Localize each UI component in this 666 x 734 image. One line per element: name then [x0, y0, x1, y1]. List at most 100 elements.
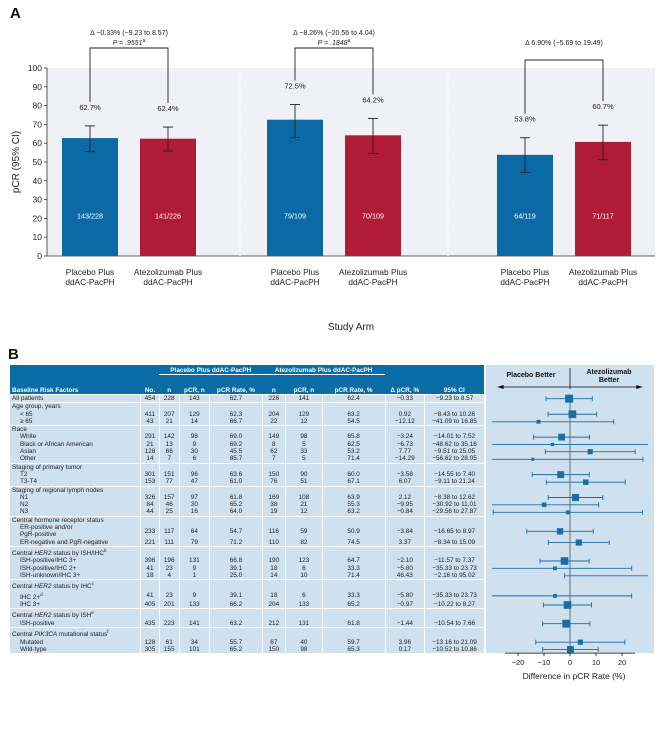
placebo-rate-cell: 55.7	[209, 638, 263, 646]
point-estimate	[575, 539, 582, 546]
y-tick-label: 80	[33, 101, 43, 111]
placebo-n-cell: 201	[158, 601, 179, 609]
atezo-n-cell: 14	[261, 571, 286, 580]
ci-cell: −2.16 to 95.02	[424, 571, 484, 580]
y-tick-label: 70	[33, 119, 43, 129]
atezo-n-cell: 150	[261, 645, 286, 654]
table-row: ISH-positive/IHC 2+ 41 23 9 39.1 18 6 33.3 −5.80…	[10, 564, 484, 572]
empty-cell	[384, 515, 425, 525]
header-atezo-group: Atezolizumab Plus ddAC-PacPH	[262, 365, 385, 375]
category-row: Central HER2 status by IHCc	[10, 579, 484, 591]
risk-factor-label: N3	[20, 508, 29, 516]
placebo-n-cell: 25	[158, 508, 179, 517]
point-estimate	[550, 442, 555, 447]
atezo-n-cell: 38	[261, 501, 286, 509]
risk-factor-label: Asian	[20, 448, 36, 456]
empty-cell	[178, 608, 210, 620]
category-row: Central hormone receptor status	[10, 515, 484, 525]
empty-cell	[140, 579, 160, 591]
empty-cell	[178, 627, 210, 639]
table-row: ER-negative and PgR-negative 221 111 79 71.2…	[10, 538, 484, 547]
point-estimate	[556, 528, 564, 535]
placebo-rate-cell: 64.0	[209, 508, 263, 517]
risk-factor-label: ISH-positive	[20, 619, 55, 627]
placebo-rate-cell: 25.0	[209, 571, 263, 580]
placebo-pcr-cell: 101	[178, 645, 210, 654]
placebo-n-cell: 13	[158, 440, 179, 449]
empty-cell	[321, 545, 385, 558]
delta-cell: 0.92	[384, 410, 425, 418]
empty-cell	[384, 402, 425, 411]
atezo-pcr-cell: 141	[285, 393, 323, 403]
subgroup-table: Baseline Risk Factors No. Placebo Plus d…	[10, 365, 484, 654]
x-category-label: ddAC-PacPH	[578, 277, 627, 287]
no-cell: 291	[140, 433, 160, 441]
point-estimate	[571, 493, 580, 502]
delta-cell: −3.58	[384, 470, 425, 479]
placebo-rate-cell: 62.7	[209, 393, 263, 403]
placebo-pcr-cell: 30	[178, 448, 210, 456]
atezo-n-cell: 67	[261, 638, 286, 646]
atezo-n-cell: 22	[261, 417, 286, 426]
placebo-pcr-cell: 1	[178, 571, 210, 580]
ci-cell: −8.43 to 10.26	[424, 410, 484, 418]
point-estimate	[565, 394, 574, 403]
no-cell: 14	[140, 455, 160, 464]
delta-cell: 3.96	[384, 638, 425, 646]
risk-factor-label: < 65	[20, 410, 33, 418]
placebo-n-cell: 46	[158, 501, 179, 509]
empty-cell	[384, 579, 425, 591]
atezo-pcr-cell: 82	[285, 538, 323, 547]
x-category-label: ddAC-PacPH	[65, 277, 114, 287]
empty-cell	[384, 485, 425, 494]
placebo-n-cell: 228	[158, 393, 179, 403]
point-estimate	[557, 471, 565, 479]
placebo-n-cell: 142	[158, 433, 179, 441]
bar-count-label: 64/119	[514, 211, 535, 220]
placebo-rate-cell: 63.2	[209, 619, 263, 628]
category-label: Central PIK3CA mutational statusf	[10, 627, 141, 639]
atezo-pcr-cell: 123	[285, 557, 323, 565]
empty-cell	[321, 485, 385, 494]
empty-cell	[158, 515, 179, 525]
empty-cell	[321, 608, 385, 620]
risk-factor-label: N1	[20, 493, 29, 501]
delta-label: Δ 6.90% (−5.69 to 19.49)	[525, 40, 603, 47]
delta-cell: 7.77	[384, 448, 425, 456]
table-row: Asian 128 66 30 45.5 62 33 53.2 7.77 −9.51 to 25.…	[10, 448, 484, 456]
risk-factor-label: ≥ 65	[20, 417, 33, 425]
forest-x-axis-label: Difference in pCR Rate (%)	[523, 671, 626, 681]
bar-percent-label: 62.7%	[79, 103, 101, 112]
no-cell: 396	[140, 557, 160, 565]
y-tick-label: 50	[33, 157, 43, 167]
empty-cell	[285, 627, 323, 639]
atezo-rate-cell: 54.5	[321, 417, 385, 426]
placebo-rate-cell: 65.2	[209, 501, 263, 509]
panel-a-label: A	[10, 5, 21, 22]
empty-cell	[261, 485, 286, 494]
empty-cell	[178, 402, 210, 411]
empty-cell	[140, 425, 160, 434]
atezo-n-cell: 204	[261, 410, 286, 418]
empty-cell	[321, 515, 385, 525]
placebo-pcr-cell: 129	[178, 410, 210, 418]
bar-count-label: 143/228	[77, 211, 103, 220]
x-category-label: Placebo Plus	[501, 267, 549, 277]
delta-cell: −3.24	[384, 433, 425, 441]
ci-cell: −56.62 to 28.05	[424, 455, 484, 464]
atezo-pcr-cell: 131	[285, 619, 323, 628]
bar-count-label: 141/226	[155, 211, 181, 220]
risk-factor-label: Other	[20, 455, 36, 463]
ci-cell: −13.16 to 21.09	[424, 638, 484, 646]
atezo-rate-cell: 60.0	[321, 470, 385, 479]
empty-cell	[285, 425, 323, 434]
category-row: Staging of regional lymph nodes	[10, 485, 484, 494]
ci-cell: −35.33 to 23.73	[424, 590, 484, 602]
ci-cell: −10.54 to 7.66	[424, 619, 484, 628]
atezo-pcr-cell: 98	[285, 645, 323, 654]
placebo-n-cell: 196	[158, 557, 179, 565]
no-cell: 305	[140, 645, 160, 654]
placebo-rate-cell: 61.8	[209, 493, 263, 502]
point-estimate	[566, 646, 574, 653]
x-category-label: ddAC-PacPH	[500, 277, 549, 287]
